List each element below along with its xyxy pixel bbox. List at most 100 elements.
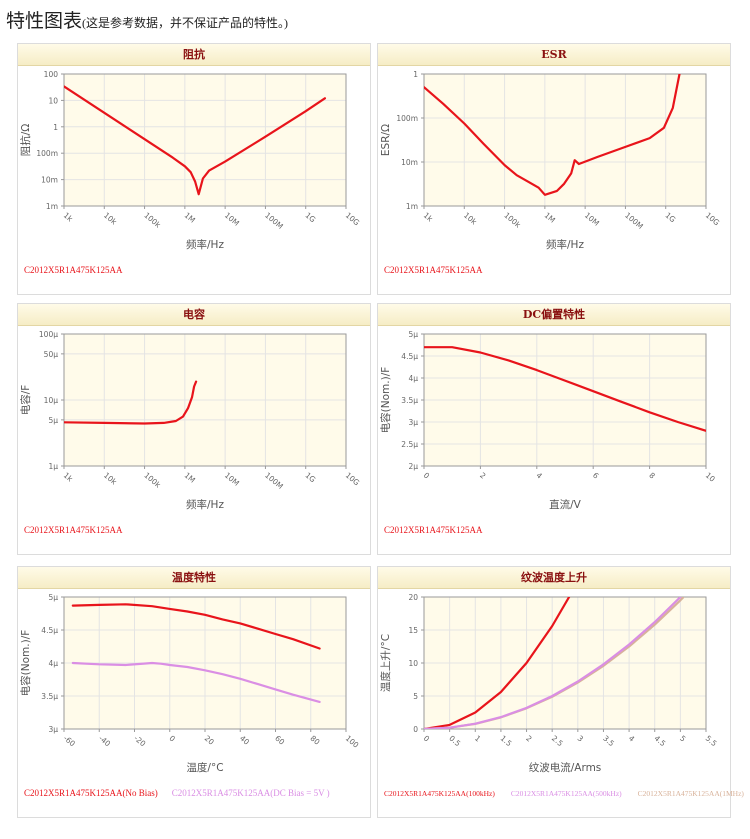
- x-tick-label: 1M: [543, 211, 557, 225]
- x-tick-label: 5: [678, 734, 688, 744]
- x-tick-label: 1.5: [499, 734, 514, 749]
- y-tick-label: 4.5µ: [401, 352, 418, 361]
- y-tick-label: 1: [53, 123, 58, 132]
- series-line: [64, 85, 326, 196]
- chart-title: 纹波温度上升: [378, 567, 730, 589]
- y-tick-label: 10m: [401, 158, 418, 167]
- chart-title: 温度特性: [18, 567, 370, 589]
- y-tick-label: 0: [413, 725, 418, 734]
- x-tick-label: 3: [576, 734, 586, 744]
- x-tick-label: 0: [167, 734, 177, 744]
- chart-legend: C2012X5R1A475K125AA(100kHz) C2012X5R1A475…: [384, 789, 750, 798]
- chart-title: ESR: [378, 44, 730, 66]
- plot-border: [423, 596, 707, 730]
- y-axis-label: 电容(Nom.)/F: [19, 630, 32, 697]
- chart-legend: C2012X5R1A475K125AA: [24, 265, 137, 275]
- series-line: [64, 380, 198, 425]
- x-tick-label: -40: [97, 734, 112, 749]
- legend-entry: C2012X5R1A475K125AA: [384, 265, 483, 275]
- x-tick-label: 2.5: [550, 734, 565, 749]
- y-tick-label: 10m: [41, 176, 58, 185]
- legend-entry: C2012X5R1A475K125AA(No Bias): [24, 788, 158, 798]
- chart-title: 电容: [18, 304, 370, 326]
- dc-bias-chart: 2µ 2.5µ 3µ 3.5µ 4µ 4.5µ 5µ 0 2 4 6 8 10 直流/V 电容(Nom.)/…: [379, 330, 717, 511]
- x-tick-label: 100M: [263, 471, 285, 491]
- plot-border: [63, 596, 347, 730]
- plot-border: [63, 333, 347, 467]
- y-tick-label: 10µ: [44, 396, 59, 405]
- y-tick-label: 100: [44, 70, 59, 79]
- y-tick-label: 1m: [46, 202, 58, 211]
- x-tick-label: 10G: [344, 471, 362, 488]
- y-tick-label: 3µ: [48, 725, 58, 734]
- x-tick-label: 10k: [102, 471, 119, 487]
- y-axis-label: ESR/Ω: [380, 124, 392, 156]
- temperature-chart-panel: 温度特性 3µ 3.5µ 4µ 4.5µ 5µ -60 -40 -20 0 20 40 60 80 100…: [17, 566, 371, 818]
- x-tick-label: 1k: [62, 471, 75, 484]
- x-tick-label: 100k: [142, 471, 163, 490]
- x-tick-label: 60: [273, 734, 286, 747]
- x-tick-label: 80: [308, 734, 321, 747]
- x-tick-label: 0.5: [447, 734, 462, 749]
- series-line: [424, 597, 571, 729]
- y-tick-label: 3.5µ: [41, 692, 58, 701]
- y-tick-label: 5µ: [408, 330, 418, 339]
- y-axis-label: 温度上升/°C: [379, 634, 392, 692]
- y-tick-label: 1µ: [48, 462, 58, 471]
- y-tick-label: 2.5µ: [401, 440, 418, 449]
- x-tick-label: 10k: [462, 211, 479, 227]
- x-tick-label: 1k: [62, 211, 75, 224]
- plot-border: [423, 73, 707, 207]
- y-axis-label: 电容(Nom.)/F: [379, 367, 392, 434]
- x-tick-label: 1G: [303, 471, 317, 485]
- x-tick-label: 10: [704, 471, 717, 484]
- series-line: [71, 603, 321, 650]
- plot-area: [423, 73, 707, 207]
- x-tick-label: 2: [478, 471, 488, 481]
- chart-legend: C2012X5R1A475K125AA(No Bias) C2012X5R1A47…: [24, 788, 344, 798]
- x-tick-label: 2: [524, 734, 534, 744]
- y-tick-label: 20: [408, 593, 418, 602]
- x-tick-label: 5.5: [704, 734, 719, 749]
- x-tick-label: 0: [422, 734, 432, 744]
- capacitance-chart-panel: 电容 1µ 5µ 10µ 50µ 100µ 1k 10k 100k 1M 10M 100M 1G 10G…: [17, 303, 371, 555]
- capacitance-chart: 1µ 5µ 10µ 50µ 100µ 1k 10k 100k 1M 10M 100M 1G 10G 频率/…: [19, 330, 362, 511]
- x-axis-label: 频率/Hz: [546, 238, 584, 251]
- y-tick-label: 5µ: [48, 593, 58, 602]
- y-tick-label: 10: [48, 96, 58, 105]
- x-tick-label: 10M: [223, 211, 241, 228]
- ripple-temperature-chart-panel: 纹波温度上升 0 5 10 15 20 0 0.5 1 1.5 2 2.5 3 3.5 4 4.5 5 5.5 纹…: [377, 566, 744, 818]
- y-tick-label: 1: [413, 70, 418, 79]
- chart-title: 阻抗: [18, 44, 370, 66]
- x-tick-label: 6: [591, 471, 601, 481]
- x-tick-label: 40: [238, 734, 251, 747]
- x-tick-label: 4: [535, 471, 545, 481]
- y-tick-label: 100m: [396, 114, 418, 123]
- y-axis-label: 电容/F: [19, 385, 32, 416]
- y-axis-label: 阻抗/Ω: [19, 124, 32, 157]
- x-tick-label: -60: [62, 734, 77, 749]
- y-tick-label: 5: [413, 692, 418, 701]
- dc-bias-chart-panel: DC偏置特性 2µ 2.5µ 3µ 3.5µ 4µ 4.5µ 5µ 0 2 4 6 8 10 直流/V 电容…: [377, 303, 731, 555]
- esr-chart: 1m 10m 100m 1 1k 10k 100k 1M 10M 100M 1G 10G 频率/Hz ES…: [380, 70, 721, 251]
- x-tick-label: 4: [627, 734, 637, 744]
- page-title: 特性图表(这是参考数据，并不保证产品的特性。): [6, 11, 289, 32]
- x-tick-label: 10G: [344, 211, 362, 228]
- x-tick-label: -20: [132, 734, 147, 749]
- x-tick-label: 10k: [102, 211, 119, 227]
- y-tick-label: 4.5µ: [41, 626, 58, 635]
- chart-legend: C2012X5R1A475K125AA: [384, 265, 497, 275]
- x-tick-label: 3.5: [601, 734, 616, 749]
- x-tick-label: 1k: [422, 211, 435, 224]
- x-axis-label: 直流/V: [549, 498, 582, 511]
- series-line: [424, 346, 706, 432]
- series-line: [71, 661, 321, 704]
- legend-entry: C2012X5R1A475K125AA(100kHz): [384, 789, 495, 798]
- y-tick-label: 50µ: [44, 350, 59, 359]
- legend-entry: C2012X5R1A475K125AA(500kHz): [510, 789, 622, 798]
- temperature-chart: 3µ 3.5µ 4µ 4.5µ 5µ -60 -40 -20 0 20 40 60 80 100 温度/°C…: [19, 593, 361, 774]
- y-tick-label: 2µ: [408, 462, 418, 471]
- x-tick-label: 100k: [502, 211, 523, 230]
- y-tick-label: 15: [408, 626, 418, 635]
- x-tick-label: 8: [647, 471, 657, 481]
